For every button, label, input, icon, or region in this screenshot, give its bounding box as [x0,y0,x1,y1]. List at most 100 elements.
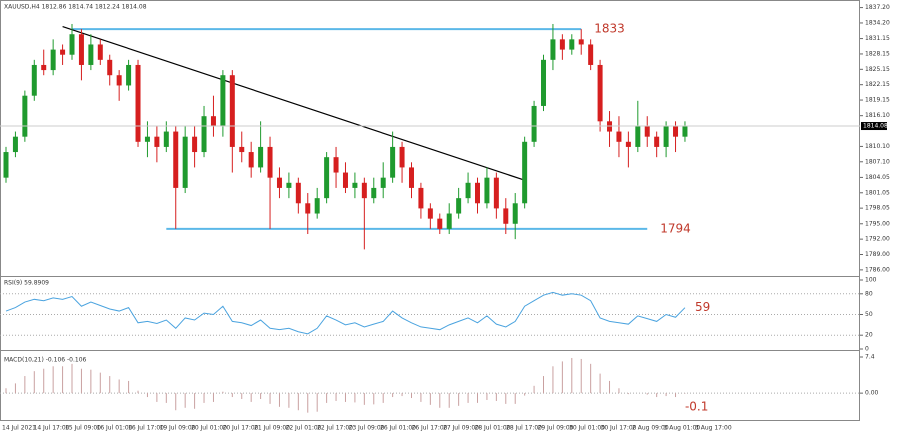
candle-body [644,126,650,137]
candle-body [144,136,150,142]
candle-body [210,116,216,127]
candle-body [276,177,282,188]
y-tick-label: 1798.05 [865,205,890,212]
candle-body [654,136,660,147]
x-tick-label: 26 Jul 01:00 [380,425,416,432]
candle-body [305,203,311,214]
candle-body [154,136,160,147]
y-tick-label: 100 [865,277,877,284]
rsi-annotation: 59 [695,300,710,314]
pane-title: MACD(10,21) -0.106 -0.106 [4,357,87,364]
y-tick-label: 1822.15 [865,81,890,88]
pane-title: RSI(9) 59.8909 [4,280,49,287]
x-tick-label: 30 Jul 17:00 [601,425,637,432]
y-tick-label: 1825.15 [865,66,890,73]
candle-body [371,187,377,199]
rsi-line [5,291,686,335]
x-tick-label: 20 Jul 01:00 [191,425,227,432]
y-tick-label: 1804.05 [865,174,890,181]
candle-body [41,64,47,71]
y-tick-label: 0.00 [865,390,879,397]
y-tick-label: 1837.20 [865,4,890,11]
candle-body [625,141,631,147]
y-tick-label: 1834.20 [865,19,890,26]
candle-body [663,126,669,147]
y-tick-label: 1795.00 [865,220,890,227]
price-tag [861,122,887,131]
candle-body [522,141,528,204]
candle-body [163,131,169,147]
y-tick-label: 1807.10 [865,158,890,165]
x-tick-label: 22 Jul 17:00 [317,425,353,432]
x-tick-label: 28 Jul 01:00 [475,425,511,432]
x-tick-label: 29 Jul 09:00 [538,425,574,432]
candle-body [324,157,330,199]
x-tick-label: 22 Jul 01:00 [286,425,322,432]
candle-body [503,208,509,224]
y-tick-label: 1816.10 [865,112,890,119]
candle-body [107,59,113,76]
candle-body [239,146,245,153]
candle-body [456,198,462,214]
candle-body [484,177,490,204]
candle-body [635,126,641,147]
candle-body [437,218,443,229]
candle-body [220,75,226,127]
candle-body [408,167,414,188]
candle-body [69,34,75,55]
x-tick-label: 21 Jul 09:00 [254,425,290,432]
candle-body [201,116,207,153]
candle-body [465,182,471,199]
candle-body [390,146,396,178]
y-tick-label: 1789.00 [865,251,890,258]
candle-body [126,64,132,86]
trendline [62,25,525,181]
candle-body [578,39,584,45]
candle-body [12,136,18,153]
x-tick-label: 23 Jul 09:00 [349,425,385,432]
candle-body [60,49,66,55]
x-tick-label: 3 Aug 17:00 [695,425,732,432]
candle-body [399,146,405,168]
candle-body [3,152,9,178]
x-tick-label: 27 Jul 09:00 [443,425,479,432]
candle-body [295,182,301,204]
candle-body [135,64,141,142]
level-label: 1833 [594,22,625,36]
candle-body [229,75,235,147]
candle-body [531,105,537,142]
candle-body [50,49,56,71]
candle-body [446,213,452,229]
candle-body [78,34,84,65]
candle-body [427,208,433,219]
candle-body [475,182,480,204]
price-tag-label: 1814.08 [863,123,888,130]
x-tick-label: 20 Jul 17:00 [223,425,259,432]
candle-body [97,44,103,60]
y-tick-label: 7.4 [865,354,875,361]
x-tick-label: 15 Jul 09:00 [65,425,101,432]
level-label: 1794 [660,221,691,235]
candle-body [286,182,292,188]
x-tick-label: 3 Aug 01:00 [664,425,701,432]
candle-body [248,152,254,168]
y-tick-label: 1786.00 [865,266,890,273]
candle-body [682,126,688,137]
x-tick-label: 19 Jul 09:00 [160,425,196,432]
y-tick-label: 1831.15 [865,35,890,42]
candle-body [116,75,122,86]
macd-annotation: -0.1 [685,400,708,414]
x-tick-label: 16 Jul 01:00 [97,425,133,432]
y-tick-label: 1792.00 [865,236,890,243]
y-tick-label: 0 [865,346,869,353]
candle-body [418,187,424,209]
candle-body [597,64,603,122]
candle-body [352,182,358,188]
candle-body [380,177,386,188]
pane-title: XAUUSD,H4 1812.86 1814.74 1812.24 1814.0… [4,4,147,11]
y-tick-label: 1810.10 [865,143,890,150]
candle-body [333,157,339,173]
candle-body [361,182,367,199]
